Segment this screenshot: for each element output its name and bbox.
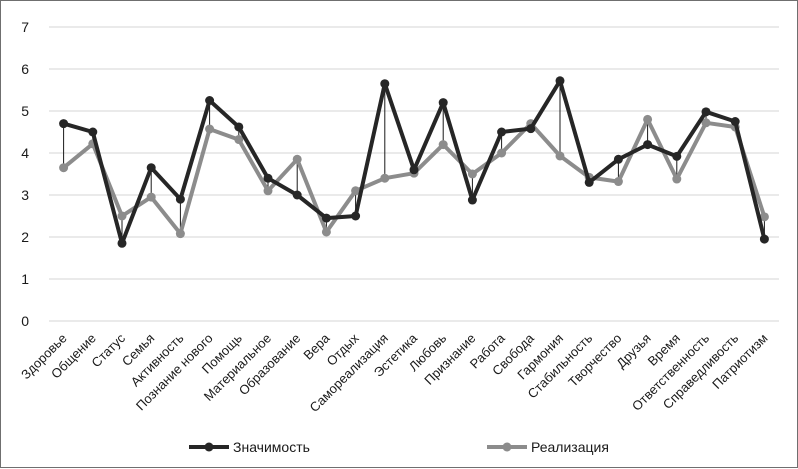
y-tick-label: 0 [21, 313, 29, 329]
data-point [497, 127, 507, 137]
data-point [292, 154, 302, 164]
y-tick-label: 6 [21, 61, 29, 77]
data-point [351, 186, 361, 196]
data-point [643, 114, 653, 124]
data-point [175, 194, 185, 204]
data-point [59, 163, 69, 173]
data-point [467, 195, 477, 205]
data-point [467, 169, 477, 179]
y-tick-label: 2 [21, 229, 29, 245]
y-tick-label: 5 [21, 103, 29, 119]
data-point [759, 234, 769, 244]
data-point [613, 154, 623, 164]
y-tick-label: 1 [21, 271, 29, 287]
legend-label: Значимость [233, 439, 310, 455]
legend-item: Значимость [189, 439, 310, 455]
data-point [321, 213, 331, 223]
data-point [263, 186, 273, 196]
data-point [438, 140, 448, 150]
series-realizaciya [59, 114, 769, 239]
data-point [146, 163, 156, 173]
y-tick-label: 7 [21, 19, 29, 35]
data-point [701, 118, 711, 128]
data-point [175, 229, 185, 239]
legend: Значимость Реализация [189, 439, 609, 455]
y-tick-label: 4 [21, 145, 29, 161]
data-point [759, 212, 769, 222]
data-point [351, 211, 361, 221]
data-point [205, 124, 215, 134]
data-point [234, 135, 244, 145]
data-point [497, 148, 507, 158]
data-point [613, 177, 623, 187]
data-point [526, 124, 536, 134]
data-point [380, 79, 390, 89]
series-lines [59, 76, 769, 248]
data-point [555, 151, 565, 161]
y-tick-label: 3 [21, 187, 29, 203]
series-znachimost [59, 76, 769, 248]
legend-label: Реализация [531, 439, 609, 455]
data-point [672, 151, 682, 161]
data-point [88, 127, 98, 137]
legend-swatch-marker [502, 442, 512, 452]
x-category-label: Статус [88, 330, 128, 370]
data-point [555, 76, 565, 86]
data-point [117, 211, 127, 221]
legend-item: Реализация [487, 439, 609, 455]
data-point [205, 96, 215, 105]
data-point [380, 173, 390, 183]
legend-swatch-marker [204, 442, 214, 452]
data-point [672, 174, 682, 184]
data-point [292, 190, 302, 200]
data-point [146, 192, 156, 202]
data-point [321, 227, 331, 237]
data-point [409, 165, 419, 175]
data-point [730, 117, 740, 126]
data-point [701, 107, 711, 117]
data-point [117, 238, 127, 248]
data-point [584, 177, 594, 187]
data-point [263, 173, 273, 183]
data-point [234, 122, 244, 132]
data-point [59, 119, 69, 129]
data-point [643, 140, 653, 150]
x-axis-categories: ЗдоровьеОбщениеСтатусСемьяАктивностьПозн… [18, 330, 770, 415]
y-axis-ticks: 0 1 2 3 4 5 6 7 [21, 19, 29, 329]
gridlines [49, 26, 779, 322]
data-point [438, 98, 448, 108]
